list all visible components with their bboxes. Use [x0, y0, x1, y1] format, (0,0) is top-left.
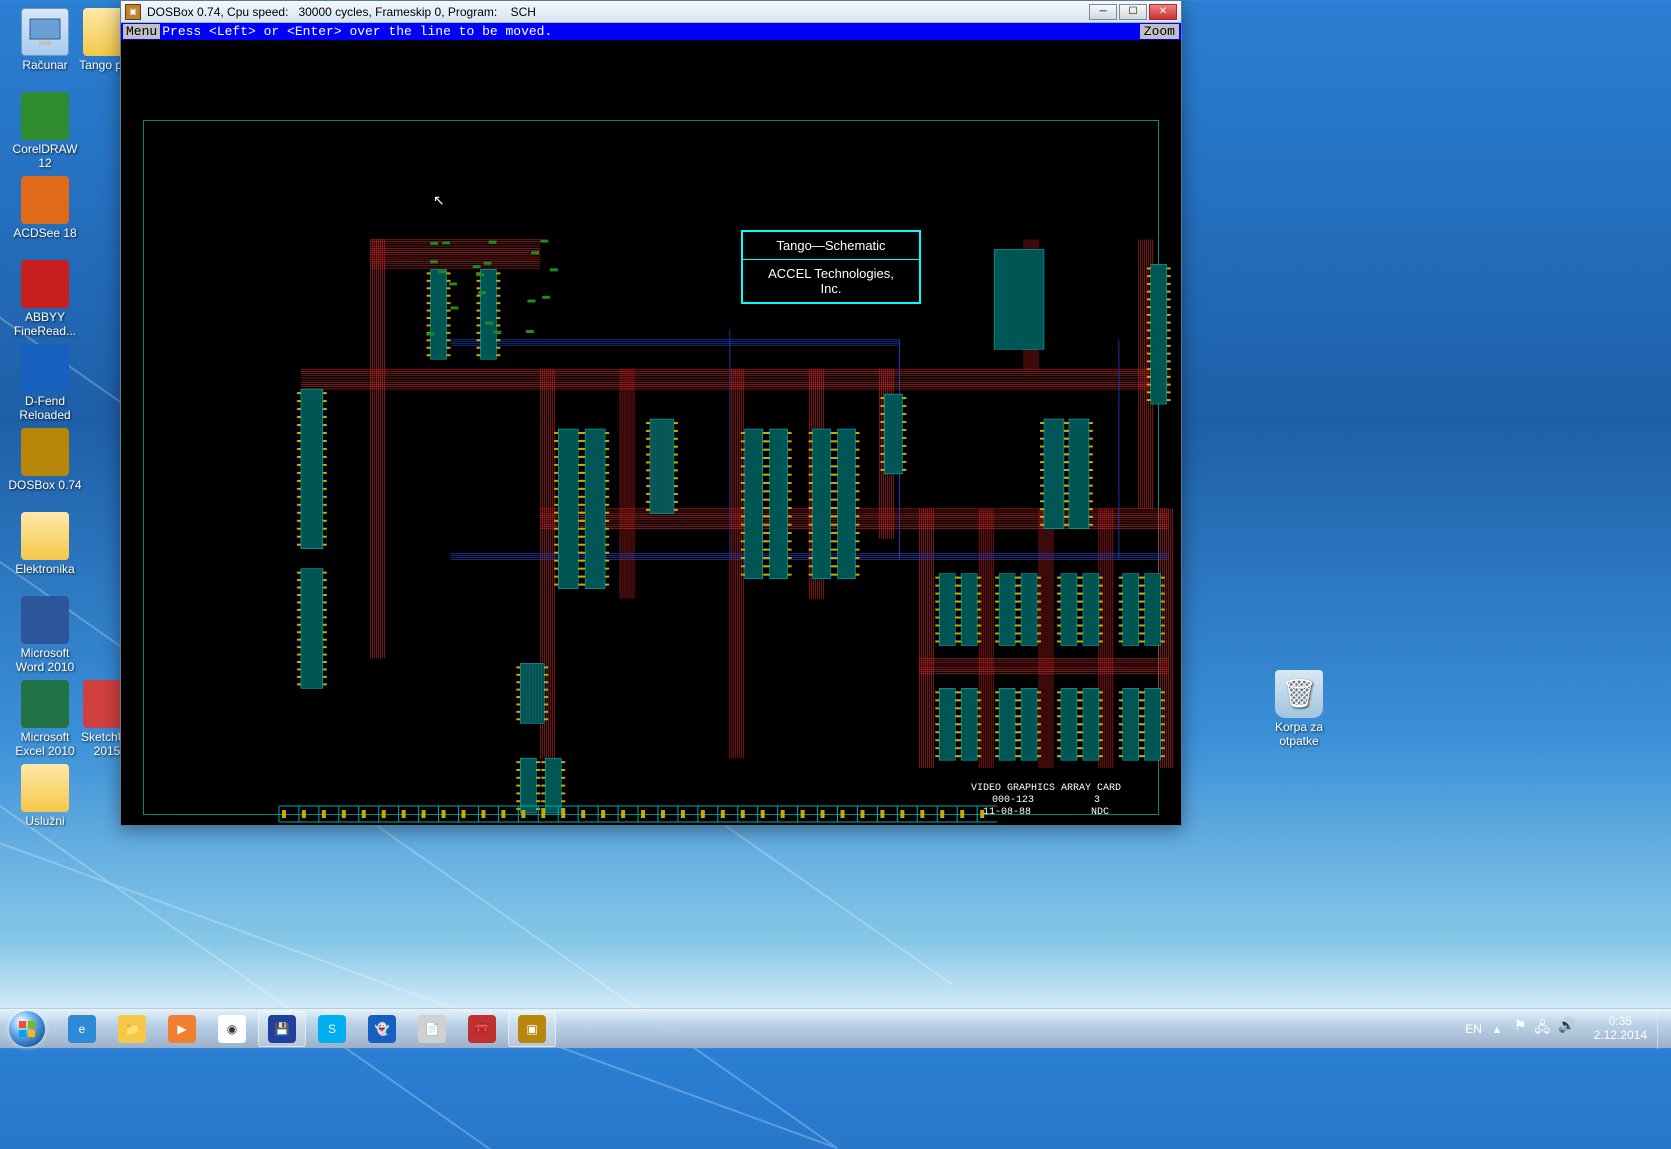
system-tray: EN ▴ ⚑ 🖧 🔊 0:35 2.12.2014 — [1459, 1009, 1671, 1048]
desktop-icon-label: Uslužni — [25, 815, 64, 829]
desktop-icon-acdsee-18[interactable]: ACDSee 18 — [8, 176, 82, 241]
schematic-footer: VIDEO GRAPHICS ARRAY CARD 000-123 3 11-0… — [971, 783, 1121, 819]
taskbar-save-app[interactable]: 💾 — [258, 1011, 306, 1047]
dosbox-icon: ▣ — [518, 1015, 546, 1043]
taskbar-dosbox[interactable]: ▣ — [508, 1011, 556, 1047]
computer-icon — [21, 8, 69, 56]
tray-icon-1[interactable]: 🖧 — [1535, 1017, 1551, 1041]
folder-icon — [21, 512, 69, 560]
notepad-icon: 📄 — [418, 1015, 446, 1043]
schematic — [121, 40, 1181, 825]
desktop-icon-label: Korpa za otpatke — [1262, 721, 1336, 749]
internet-explorer-icon: e — [68, 1015, 96, 1043]
menu-button[interactable]: Menu — [123, 24, 160, 39]
dosbox-icon: ▣ — [125, 4, 141, 20]
app-icon — [21, 344, 69, 392]
app-icon — [21, 176, 69, 224]
dosbox-window: ▣ DOSBox 0.74, Cpu speed: 30000 cycles, … — [120, 0, 1182, 826]
desktop-icon-coreldraw-12[interactable]: CorelDRAW 12 — [8, 92, 82, 171]
tray-icon-2[interactable]: 🔊 — [1558, 1017, 1575, 1041]
skype-icon: S — [318, 1015, 346, 1043]
desktop-icon-label: Elektronika — [15, 563, 74, 577]
language-indicator[interactable]: EN — [1459, 1022, 1488, 1036]
desktop-icon-label: D-Fend Reloaded — [8, 395, 82, 423]
app-icon — [21, 680, 69, 728]
dosbox-title: DOSBox 0.74, Cpu speed: 30000 cycles, Fr… — [147, 5, 1089, 19]
taskbar-skype[interactable]: S — [308, 1011, 356, 1047]
desktop-icon-label: DOSBox 0.74 — [8, 479, 81, 493]
file-explorer-icon: 📁 — [118, 1015, 146, 1043]
dos-status-line: Press <Left> or <Enter> over the line to… — [162, 24, 552, 39]
desktop-icon-korpa-za-otpatke[interactable]: 🗑 Korpa za otpatke — [1262, 670, 1336, 749]
desktop-icon-elektronika[interactable]: Elektronika — [8, 512, 82, 577]
app-icon — [21, 428, 69, 476]
taskbar-pinned: e 📁 ▶ ◉ 💾 S 👻 📄 🧰 ▣ — [58, 1009, 556, 1048]
taskbar-chrome[interactable]: ◉ — [208, 1011, 256, 1047]
taskbar-internet-explorer[interactable]: e — [58, 1011, 106, 1047]
app-icon — [21, 596, 69, 644]
close-button[interactable]: ✕ — [1149, 4, 1177, 20]
desktop-icon-dosbox-0-74[interactable]: DOSBox 0.74 — [8, 428, 82, 493]
tray-chevron-icon[interactable]: ▴ — [1488, 1022, 1506, 1036]
media-player-icon: ▶ — [168, 1015, 196, 1043]
maximize-button[interactable]: ☐ — [1119, 4, 1147, 20]
taskbar-notepad[interactable]: 📄 — [408, 1011, 456, 1047]
taskbar: e 📁 ▶ ◉ 💾 S 👻 📄 🧰 ▣ EN ▴ ⚑ 🖧 🔊 0:35 2.12.2014 — [0, 1008, 1671, 1048]
tray-icon-0[interactable]: ⚑ — [1514, 1017, 1527, 1041]
minimize-button[interactable]: ─ — [1089, 4, 1117, 20]
desktop-icon-label: ABBYY FineRead... — [8, 311, 82, 339]
desktop-icon-label: ACDSee 18 — [13, 227, 76, 241]
desktop-icon-label: Microsoft Word 2010 — [8, 647, 82, 675]
toolbox-icon: 🧰 — [468, 1015, 496, 1043]
desktop-icon-d-fend-reloaded[interactable]: D-Fend Reloaded — [8, 344, 82, 423]
save-app-icon: 💾 — [268, 1015, 296, 1043]
show-desktop-button[interactable] — [1657, 1009, 1671, 1049]
taskbar-media-player[interactable]: ▶ — [158, 1011, 206, 1047]
windows-orb-icon — [9, 1011, 45, 1047]
d-fend-icon: 👻 — [368, 1015, 396, 1043]
desktop-icon-label: Računar — [22, 59, 67, 73]
clock[interactable]: 0:35 2.12.2014 — [1584, 1015, 1657, 1043]
app-icon — [21, 260, 69, 308]
taskbar-file-explorer[interactable]: 📁 — [108, 1011, 156, 1047]
desktop-icon-uslu-ni[interactable]: Uslužni — [8, 764, 82, 829]
zoom-button[interactable]: Zoom — [1140, 24, 1179, 39]
taskbar-d-fend[interactable]: 👻 — [358, 1011, 406, 1047]
desktop-icon-abbyy-fineread-[interactable]: ABBYY FineRead... — [8, 260, 82, 339]
desktop-icon-label: CorelDRAW 12 — [8, 143, 82, 171]
dosbox-titlebar[interactable]: ▣ DOSBox 0.74, Cpu speed: 30000 cycles, … — [121, 1, 1181, 23]
folder-icon — [21, 764, 69, 812]
dos-canvas[interactable]: Tango—Schematic ACCEL Technologies, Inc.… — [121, 40, 1181, 825]
dos-menubar: Menu Press <Left> or <Enter> over the li… — [121, 23, 1181, 40]
app-icon — [21, 92, 69, 140]
taskbar-toolbox[interactable]: 🧰 — [458, 1011, 506, 1047]
trash-icon: 🗑 — [1275, 670, 1323, 718]
desktop-icon-microsoft-word-2010[interactable]: Microsoft Word 2010 — [8, 596, 82, 675]
chrome-icon: ◉ — [218, 1015, 246, 1043]
start-button[interactable] — [0, 1009, 54, 1049]
